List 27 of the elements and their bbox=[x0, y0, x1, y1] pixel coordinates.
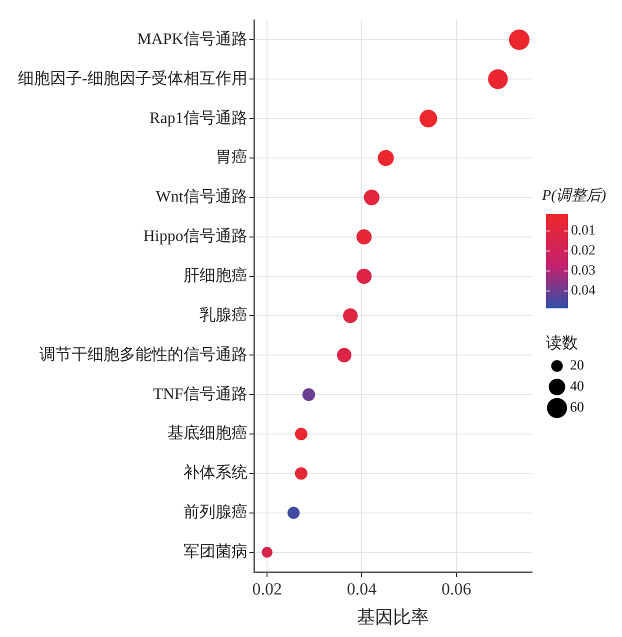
legend-label: 20 bbox=[570, 358, 584, 374]
color-bar-title: P(调整后) bbox=[541, 187, 606, 204]
y-tick-label: 细胞因子-细胞因子受体相互作用 bbox=[18, 69, 248, 88]
y-tick-label: Hippo信号通路 bbox=[143, 227, 248, 246]
y-tick-label: TNF信号通路 bbox=[153, 384, 248, 403]
color-bar-label: 0.04 bbox=[571, 284, 596, 299]
y-tick-label: 肝细胞癌 bbox=[183, 266, 248, 284]
y-tick-label: 前列腺癌 bbox=[183, 503, 248, 522]
y-tick-label: 补体系统 bbox=[183, 464, 248, 482]
color-bar-label: 0.03 bbox=[571, 264, 596, 279]
x-tick-label: 0.02 bbox=[252, 580, 282, 599]
color-bar-label: 0.02 bbox=[571, 244, 596, 259]
color-bar-label: 0.01 bbox=[571, 224, 596, 239]
y-tick-label: MAPK信号通路 bbox=[137, 30, 248, 48]
y-tick-label: 调节干细胞多能性的信号通路 bbox=[39, 345, 248, 364]
legend-title: 读数 bbox=[546, 334, 578, 352]
legend-label: 40 bbox=[570, 380, 584, 395]
y-tick-label: 基底细胞癌 bbox=[167, 424, 248, 442]
y-tick-label: 胃癌 bbox=[215, 148, 248, 166]
y-tick-label: Rap1信号通路 bbox=[150, 108, 248, 127]
y-tick-label: 军团菌病 bbox=[183, 542, 248, 560]
y-tick-label: Wnt信号通路 bbox=[156, 188, 248, 206]
x-tick-label: 0.04 bbox=[346, 580, 378, 599]
y-tick-label: 乳腺癌 bbox=[199, 306, 248, 324]
legend-label: 60 bbox=[570, 400, 584, 416]
x-tick-label: 0.06 bbox=[441, 580, 472, 599]
x-axis-title: 基因比率 bbox=[357, 606, 430, 627]
